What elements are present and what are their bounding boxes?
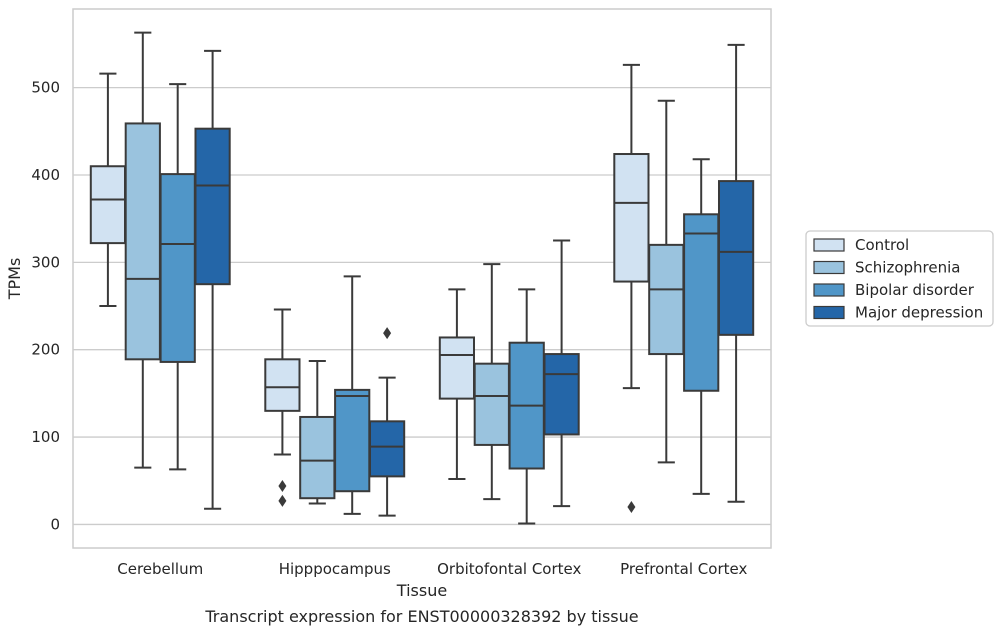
legend-label: Major depression xyxy=(855,304,983,322)
x-tick-label: Orbitofontal Cortex xyxy=(437,560,581,578)
box-iqr xyxy=(334,388,371,493)
box-iqr xyxy=(368,420,406,478)
outlier-point xyxy=(627,500,636,513)
outlier-point xyxy=(278,479,287,492)
box-iqr xyxy=(194,127,231,286)
box-plot xyxy=(264,308,301,507)
box-iqr xyxy=(159,173,196,363)
y-tick-label: 200 xyxy=(31,341,60,359)
outlier-point xyxy=(383,327,392,340)
box-plot xyxy=(438,288,476,480)
legend-label: Bipolar disorder xyxy=(855,281,975,299)
x-axis-label: Tissue xyxy=(396,581,447,600)
box-plot xyxy=(334,275,371,515)
box-plot xyxy=(543,239,580,508)
box-plot xyxy=(613,63,650,513)
box-plot xyxy=(299,360,336,505)
y-tick-label: 0 xyxy=(50,515,60,533)
box-plot xyxy=(124,31,161,469)
box-plot xyxy=(194,49,231,510)
x-ticks: Cerebellum Hipppocampus Orbitofontal Corte… xyxy=(117,560,747,578)
box-iqr xyxy=(648,243,685,356)
y-tick-label: 500 xyxy=(31,79,60,97)
box-plot xyxy=(89,72,127,308)
box-plot xyxy=(508,288,545,525)
boxes xyxy=(89,31,755,525)
box-plot xyxy=(368,327,406,517)
legend-swatch xyxy=(813,238,845,252)
box-iqr xyxy=(299,415,336,500)
legend-swatch xyxy=(813,305,845,320)
x-tick-label: Prefrontal Cortex xyxy=(620,560,747,578)
box-plot xyxy=(473,263,510,501)
box-plot xyxy=(648,99,685,464)
box-iqr xyxy=(473,362,510,446)
legend-label: Schizophrenia xyxy=(855,259,960,277)
outlier-point xyxy=(278,494,287,507)
y-axis-label: TPMs xyxy=(5,258,24,301)
legend-swatch xyxy=(813,260,845,275)
x-tick-label: Cerebellum xyxy=(117,560,203,578)
box-plot xyxy=(683,158,720,495)
box-plot xyxy=(717,43,755,503)
box-iqr xyxy=(543,353,580,436)
plot-frame xyxy=(72,8,772,549)
y-tick-label: 100 xyxy=(31,428,60,446)
legend-label: Control xyxy=(855,236,909,254)
box-iqr xyxy=(683,213,720,392)
box-iqr xyxy=(717,180,755,336)
y-tick-label: 300 xyxy=(31,253,60,271)
x-tick-label: Hipppocampus xyxy=(279,560,391,578)
legend-swatch xyxy=(813,283,845,297)
box-iqr xyxy=(264,358,301,412)
box-iqr xyxy=(613,153,650,283)
box-iqr xyxy=(89,165,127,245)
figure-caption: Transcript expression for ENST0000032839… xyxy=(204,607,638,626)
y-tick-label: 400 xyxy=(31,166,60,184)
legend-box xyxy=(805,230,994,327)
box-iqr xyxy=(438,336,476,400)
legend: Control Schizophrenia Bipolar disorder Majo… xyxy=(805,230,994,327)
y-ticks: 0 100 200 300 400 500 xyxy=(31,79,60,534)
box-plot xyxy=(159,83,196,471)
box-iqr xyxy=(124,122,161,361)
